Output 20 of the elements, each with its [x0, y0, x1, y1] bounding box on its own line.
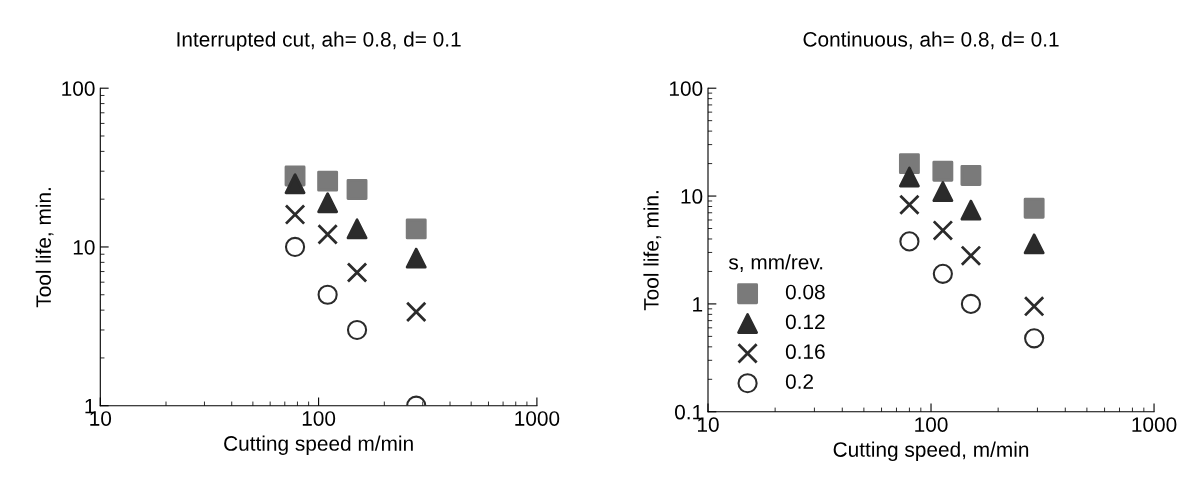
- x-tick-label: 100: [915, 417, 948, 432]
- y-tick-label: 10: [73, 239, 95, 255]
- y-tick-label: 10: [681, 189, 703, 204]
- x-tick-label: 100: [302, 411, 336, 426]
- x-axis-title: Cutting speed m/min: [224, 435, 413, 455]
- chart-title: Continuous, ah= 0.8, d= 0.1: [803, 31, 1059, 50]
- legend-label: 0.08: [785, 284, 825, 300]
- y-tick-label: 100: [669, 81, 703, 96]
- legend-label: 0.12: [785, 314, 825, 330]
- x-axis-title: Cutting speed, m/min: [833, 441, 1029, 462]
- y-tick-label: 1: [693, 297, 703, 312]
- legend-label: 0.16: [785, 344, 825, 360]
- x-tick-label: 1000: [1132, 417, 1177, 432]
- legend-label: 0.2: [785, 374, 813, 389]
- x-tick-label: 1000: [515, 411, 560, 426]
- y-axis-title: Tool life, min.: [35, 188, 54, 308]
- legend-title: s, mm/rev.: [728, 254, 823, 273]
- chart-title: Interrupted cut, ah= 0.8, d= 0.1: [177, 31, 461, 51]
- y-tick-label: 100: [62, 81, 95, 96]
- y-axis-title: Tool life, min.: [643, 191, 662, 311]
